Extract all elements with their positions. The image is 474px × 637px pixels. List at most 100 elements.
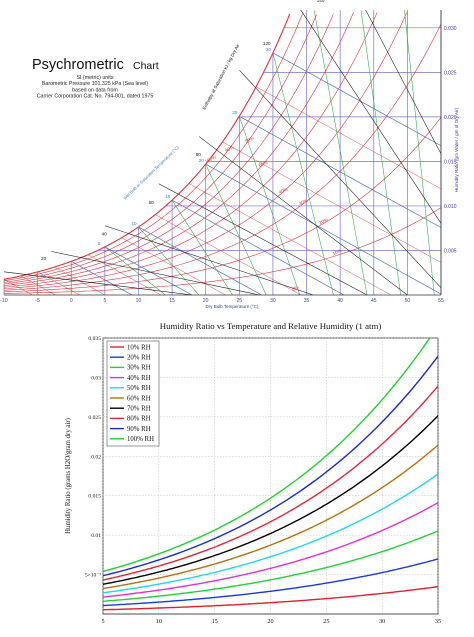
psy-specvol-line (104, 246, 166, 295)
hum-y-tick-label: 0.025 (88, 415, 101, 421)
psy-x-tick-label: 50 (405, 298, 411, 304)
hum-series-line (103, 415, 438, 585)
hum-legend-label: 30% RH (127, 365, 151, 372)
humidity-ratio-chart: Humidity Ratio vs Temperature and Relati… (65, 321, 441, 625)
psy-rh-label: 80% (244, 135, 254, 143)
hum-series-line (103, 444, 438, 590)
psy-enthalpy-line (198, 136, 408, 295)
psy-rh-curve (3, 11, 408, 289)
psy-volume-line (20, 275, 56, 295)
psy-enthalpy-tick: 20 (41, 256, 47, 261)
hum-x-tick-label: 30 (379, 618, 385, 625)
psy-rh-label: 0% (291, 285, 299, 292)
psy-wetbulb-line (171, 199, 345, 295)
psy-x-tick-label: 5 (103, 298, 106, 304)
psy-enthalpy-axis-label: Enthalpy at Saturation kJ / kg Dry Air (201, 43, 240, 110)
psy-x-tick-label: 10 (136, 298, 142, 304)
psy-specvol-line (313, 10, 368, 295)
psy-enthalpy-line (239, 70, 441, 289)
hum-legend-label: 90% RH (127, 426, 151, 433)
psy-wetbulb-line (104, 246, 193, 295)
psy-wetbulb-tick: 25 (232, 110, 238, 115)
hum-series-line (103, 355, 438, 577)
hum-legend-label: 80% RH (127, 416, 151, 423)
psy-specvol-line (360, 10, 401, 295)
psy-title-sub: Chart (133, 60, 159, 72)
psy-x-tick-label: 20 (203, 298, 209, 304)
psy-x-tick-label: 15 (169, 298, 175, 304)
psy-x-axis-label: Dry Bulb Temperature (°C) (206, 304, 259, 309)
psy-volume-line (256, 86, 441, 190)
psy-y-tick-label: 0.015 (444, 159, 457, 165)
hum-y-tick-label: 0.03 (91, 375, 101, 381)
hum-series-line (103, 502, 438, 598)
psy-title: Psychrometric (32, 57, 124, 73)
psy-y-tick-label: 0.030 (444, 26, 457, 32)
psy-rh-label: 40% (278, 186, 288, 194)
hum-series-line (103, 385, 438, 581)
psy-specvol-line (239, 116, 301, 295)
psy-rh-curve (3, 14, 317, 283)
psy-wetbulb-line (239, 115, 441, 228)
psy-wetbulb-line (138, 226, 262, 295)
psy-enthalpy-line (365, 10, 441, 155)
psy-x-tick-label: 55 (438, 298, 444, 304)
psy-enthalpy-line (158, 183, 368, 295)
hum-y-axis-label: Humidity Ratio (grams H2O/gram dry air) (65, 418, 72, 534)
psy-y-axis-label: Humidity Ratio (gm Water / gm of Dry Air… (454, 107, 459, 192)
hum-y-tick-label: 0.01 (91, 533, 101, 539)
hum-chart-title: Humidity Ratio vs Temperature and Relati… (160, 321, 382, 331)
hum-x-tick-label: 5 (101, 618, 104, 625)
psy-rh-curve (3, 23, 442, 291)
psy-specvol-line (171, 200, 233, 295)
psy-enthalpy-tick: 60 (149, 200, 155, 205)
psy-wetbulb-line (272, 52, 441, 147)
psy-info-line: SI (metric) units (76, 75, 113, 81)
hum-series-line (103, 530, 438, 602)
psy-volume-line (222, 141, 441, 263)
psy-x-tick-label: 25 (237, 298, 243, 304)
hum-legend-label: 60% RH (127, 395, 151, 402)
hum-x-tick-label: 35 (435, 618, 441, 625)
hum-legend-label: 10% RH (127, 344, 151, 351)
psy-enthalpy-tick: 140 (317, 0, 325, 3)
psy-wetbulb-tick: 5 (98, 241, 101, 246)
hum-series-line (103, 585, 438, 611)
psy-wetbulb-line (71, 261, 133, 295)
hum-legend-label: 40% RH (127, 375, 151, 382)
psy-enthalpy-tick: 40 (102, 231, 108, 236)
psy-y-tick-label: 0.005 (444, 248, 457, 254)
hum-y-tick-label: 5×10⁻³ (85, 573, 101, 579)
psy-specvol-line (138, 226, 200, 295)
psy-enthalpy-line (51, 251, 260, 295)
psy-rh-label: 90% (224, 145, 234, 153)
psy-rh-curve (3, 12, 354, 286)
psy-rh-label: 100% (204, 155, 217, 164)
hum-y-tick-label: 0.02 (91, 454, 101, 460)
psy-wetbulb-tick: 15 (165, 194, 171, 199)
psy-specvol-line (272, 52, 334, 295)
hum-series-line (103, 558, 438, 607)
psy-wetbulb-tick: 10 (131, 221, 137, 226)
hum-x-tick-label: 20 (267, 618, 273, 625)
psy-y-tick-label: 0.010 (444, 204, 457, 210)
psy-volume-line (37, 271, 80, 295)
psy-enthalpy-line (4, 271, 193, 295)
psy-rh-curve (3, 12, 304, 282)
psy-volume-line (188, 183, 392, 295)
psy-enthalpy-tick: 80 (196, 152, 202, 157)
psy-wetbulb-tick: 20 (199, 158, 205, 163)
hum-legend-label: 100% RH (127, 436, 154, 443)
psy-rh-label: 10% (332, 248, 342, 256)
psy-info-line: based on data from (72, 87, 118, 93)
psy-rh-label: 20% (318, 217, 328, 225)
psy-enthalpy-tick: 120 (263, 41, 271, 46)
psy-x-tick-label: 40 (337, 298, 343, 304)
hum-y-tick-label: 0.015 (88, 494, 101, 500)
hum-y-tick-label: 0.035 (88, 336, 101, 342)
psy-specvol-line (404, 10, 435, 295)
psy-wetbulb-tick: 30 (266, 47, 272, 52)
psy-rh-curve (3, 12, 378, 288)
psy-wetbulb-axis-label: Wet Bulb or Saturation Temperature (°C) (122, 144, 180, 200)
hum-legend-label: 50% RH (127, 385, 151, 392)
